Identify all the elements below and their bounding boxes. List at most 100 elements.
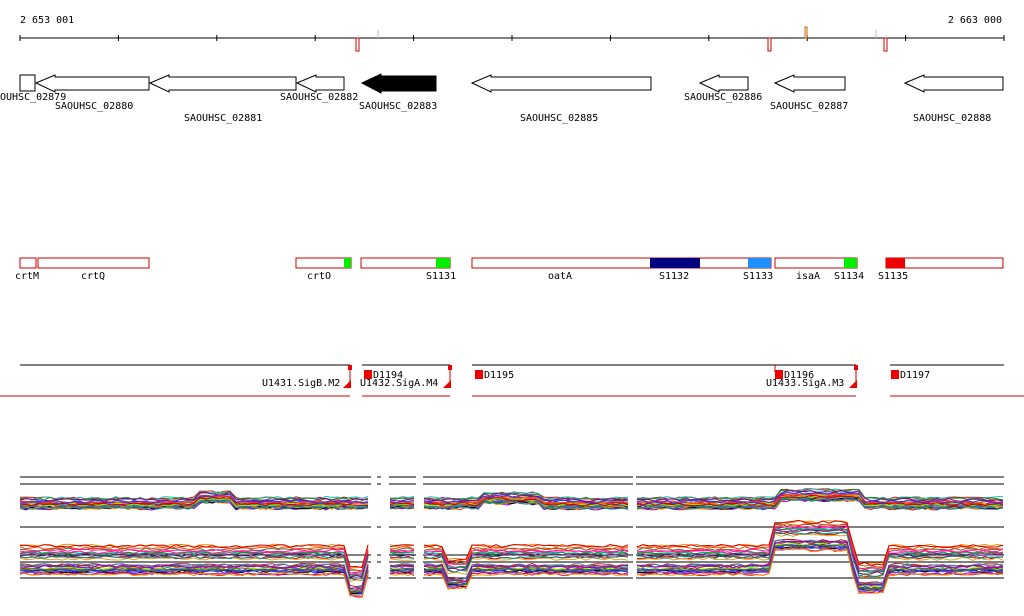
ruler-site-marks <box>355 26 888 52</box>
expression-profile-line <box>636 489 1004 502</box>
feature-label-d1196: D1196 <box>784 370 814 381</box>
feature-label-d1197: D1197 <box>900 370 930 381</box>
expression-profile-line <box>19 550 369 576</box>
expression-profile-line <box>636 526 1004 572</box>
expression-profile-line <box>389 567 415 571</box>
expression-profile-line <box>423 500 628 510</box>
expression-profile-line <box>389 547 415 552</box>
expression-profile-line <box>423 552 629 570</box>
operon-box-crto[interactable] <box>295 257 352 269</box>
operon-track: crtM crtQ crtO S1131 oatA S1132 S1133 is… <box>15 257 1004 282</box>
expression-profile-line <box>389 502 415 506</box>
gene-label-saouhsc-02880: SAOUHSC_02880 <box>55 101 133 112</box>
operon-box-crtm[interactable] <box>19 257 37 269</box>
expression-profile-line <box>19 544 369 569</box>
feature-u1431-sigb-m2[interactable]: U1431.SigB.M2 <box>262 365 352 389</box>
expression-profile-line <box>19 548 369 574</box>
expression-profile-line <box>19 555 369 580</box>
operon-box-crtq[interactable] <box>37 257 150 269</box>
expression-gap <box>371 470 377 611</box>
expression-gaps <box>371 470 636 611</box>
expression-profile-line <box>636 522 1004 568</box>
gene-arrow-saouhsc-02879[interactable] <box>19 74 36 92</box>
expression-profile-line <box>19 498 369 508</box>
expression-profile-line <box>389 572 415 576</box>
expression-profile-line <box>636 540 1004 586</box>
feature-marker <box>775 370 783 379</box>
gene-label-saouhsc-02882: SAOUHSC_02882 <box>280 92 358 103</box>
expression-profile-line <box>423 548 629 565</box>
gene-label-saouhsc-02879: OUHSC_02879 <box>0 92 66 103</box>
operon-label-s1133: S1133 <box>743 271 773 282</box>
expression-gap <box>416 470 423 611</box>
gene-arrow-saouhsc-02883[interactable] <box>360 73 437 94</box>
feature-d1196[interactable]: D1196 <box>774 365 814 381</box>
expression-profile-line <box>423 553 629 571</box>
gene-arrow-saouhsc-02886[interactable] <box>698 74 749 93</box>
expression-profile-line <box>423 564 628 582</box>
feature-label-u1432-siga-m4: U1432.SigA.M4 <box>360 378 438 389</box>
expression-profile-line <box>389 558 415 561</box>
feature-d1195[interactable]: D1195 <box>475 370 514 381</box>
gene-label-saouhsc-02885: SAOUHSC_02885 <box>520 113 598 124</box>
expression-profile-line <box>19 572 369 598</box>
expression-profile-line <box>389 569 415 574</box>
operon-marker-s1135 <box>886 258 905 268</box>
gene-arrow-saouhsc-02887[interactable] <box>773 74 846 93</box>
gene-label-saouhsc-02886: SAOUHSC_02886 <box>684 92 762 103</box>
feature-label-u1433-siga-m3: U1433.SigA.M3 <box>766 378 844 389</box>
expression-profile-line <box>389 564 415 568</box>
expression-profile-line <box>423 572 629 590</box>
expression-profile-line <box>636 525 1004 571</box>
feature-label-d1195: D1195 <box>484 370 514 381</box>
expression-profile-line <box>636 491 1004 504</box>
expression-profile-line <box>389 569 415 574</box>
expression-profile-line <box>423 543 629 562</box>
expression-profile-line <box>389 546 415 550</box>
gene-arrow-saouhsc-02882[interactable] <box>295 74 345 93</box>
gene-arrow-saouhsc-02880[interactable] <box>34 74 150 93</box>
operon-label-s1135: S1135 <box>878 271 908 282</box>
gene-label-saouhsc-02881: SAOUHSC_02881 <box>184 113 262 124</box>
expression-profile-line <box>19 499 369 510</box>
expression-profile-line <box>636 527 1004 573</box>
expression-profile-line <box>389 499 415 504</box>
gene-arrow-saouhsc-02881[interactable] <box>148 74 297 93</box>
feature-u1433-siga-m3[interactable]: U1433.SigA.M3 <box>766 365 858 389</box>
expression-profiles <box>19 487 1004 598</box>
expression-profile-line <box>19 563 369 590</box>
feature-track: U1431.SigB.M2 D1194 U1432.SigA.M4 D1195 … <box>0 364 1024 397</box>
expression-profile-line <box>423 563 629 581</box>
feature-label-d1194: D1194 <box>373 370 403 381</box>
coordinate-ruler: 2 653 001 2 663 000 <box>19 15 1005 52</box>
expression-profile-line <box>423 546 629 565</box>
feature-u1432-siga-m4[interactable]: U1432.SigA.M4 <box>360 365 452 389</box>
expression-profile-line <box>389 544 415 548</box>
operon-box-oata[interactable] <box>471 257 772 269</box>
expression-profile-line <box>636 498 1004 510</box>
feature-d1197[interactable]: D1197 <box>891 370 930 381</box>
expression-profile-line <box>389 572 415 577</box>
expression-profile-line <box>19 492 369 502</box>
expression-gap <box>633 470 636 611</box>
expression-profile-line <box>390 555 415 559</box>
expression-profile-line <box>423 567 629 586</box>
operon-marker-s1134 <box>844 258 857 268</box>
gene-label-saouhsc-02887: SAOUHSC_02887 <box>770 101 848 112</box>
gene-arrow-saouhsc-02888[interactable] <box>903 74 1004 93</box>
feature-marker <box>475 370 483 379</box>
ruler-ticks <box>19 35 1005 41</box>
site-mark <box>804 26 808 39</box>
expression-profile-line <box>636 545 1004 592</box>
feature-label-u1431-sigb-m2: U1431.SigB.M2 <box>262 378 340 389</box>
feature-d1194[interactable]: D1194 <box>364 370 403 381</box>
expression-profile-line <box>389 496 415 500</box>
operon-label-crtq: crtQ <box>81 271 105 282</box>
expression-gap <box>381 470 389 611</box>
expression-profile-line <box>19 496 369 507</box>
operon-label-isaa: isaA <box>796 271 820 282</box>
operon-marker-crto <box>344 258 351 268</box>
gene-arrow-saouhsc-02885[interactable] <box>470 74 652 93</box>
ruler-start-label: 2 653 001 <box>20 15 74 26</box>
